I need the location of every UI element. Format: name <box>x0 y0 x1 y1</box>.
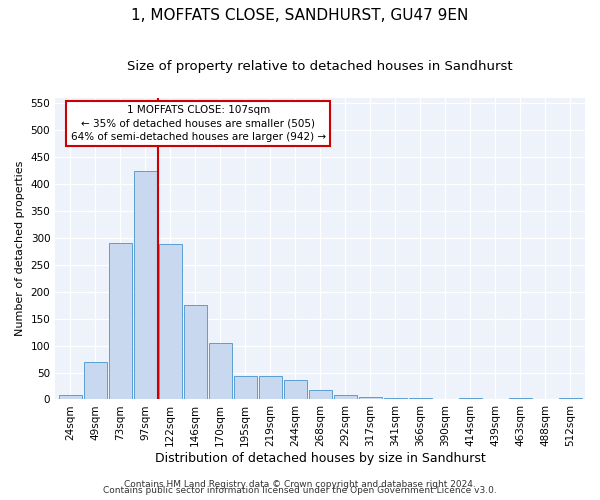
Bar <box>259 376 281 400</box>
Bar <box>559 398 581 400</box>
Bar <box>509 398 532 400</box>
Bar <box>383 398 407 400</box>
Bar <box>409 398 431 400</box>
Bar <box>134 170 157 400</box>
X-axis label: Distribution of detached houses by size in Sandhurst: Distribution of detached houses by size … <box>155 452 485 465</box>
Bar <box>308 390 332 400</box>
Bar <box>59 395 82 400</box>
Text: 1, MOFFATS CLOSE, SANDHURST, GU47 9EN: 1, MOFFATS CLOSE, SANDHURST, GU47 9EN <box>131 8 469 22</box>
Text: Contains public sector information licensed under the Open Government Licence v3: Contains public sector information licen… <box>103 486 497 495</box>
Bar <box>458 398 482 400</box>
Bar <box>284 380 307 400</box>
Bar <box>83 362 107 400</box>
Bar <box>359 397 382 400</box>
Bar <box>184 305 206 400</box>
Title: Size of property relative to detached houses in Sandhurst: Size of property relative to detached ho… <box>127 60 513 73</box>
Bar <box>209 343 232 400</box>
Bar <box>233 376 257 400</box>
Text: Contains HM Land Registry data © Crown copyright and database right 2024.: Contains HM Land Registry data © Crown c… <box>124 480 476 489</box>
Bar <box>158 244 182 400</box>
Bar <box>334 395 356 400</box>
Bar <box>109 242 131 400</box>
Y-axis label: Number of detached properties: Number of detached properties <box>15 161 25 336</box>
Text: 1 MOFFATS CLOSE: 107sqm
← 35% of detached houses are smaller (505)
64% of semi-d: 1 MOFFATS CLOSE: 107sqm ← 35% of detache… <box>71 106 326 142</box>
